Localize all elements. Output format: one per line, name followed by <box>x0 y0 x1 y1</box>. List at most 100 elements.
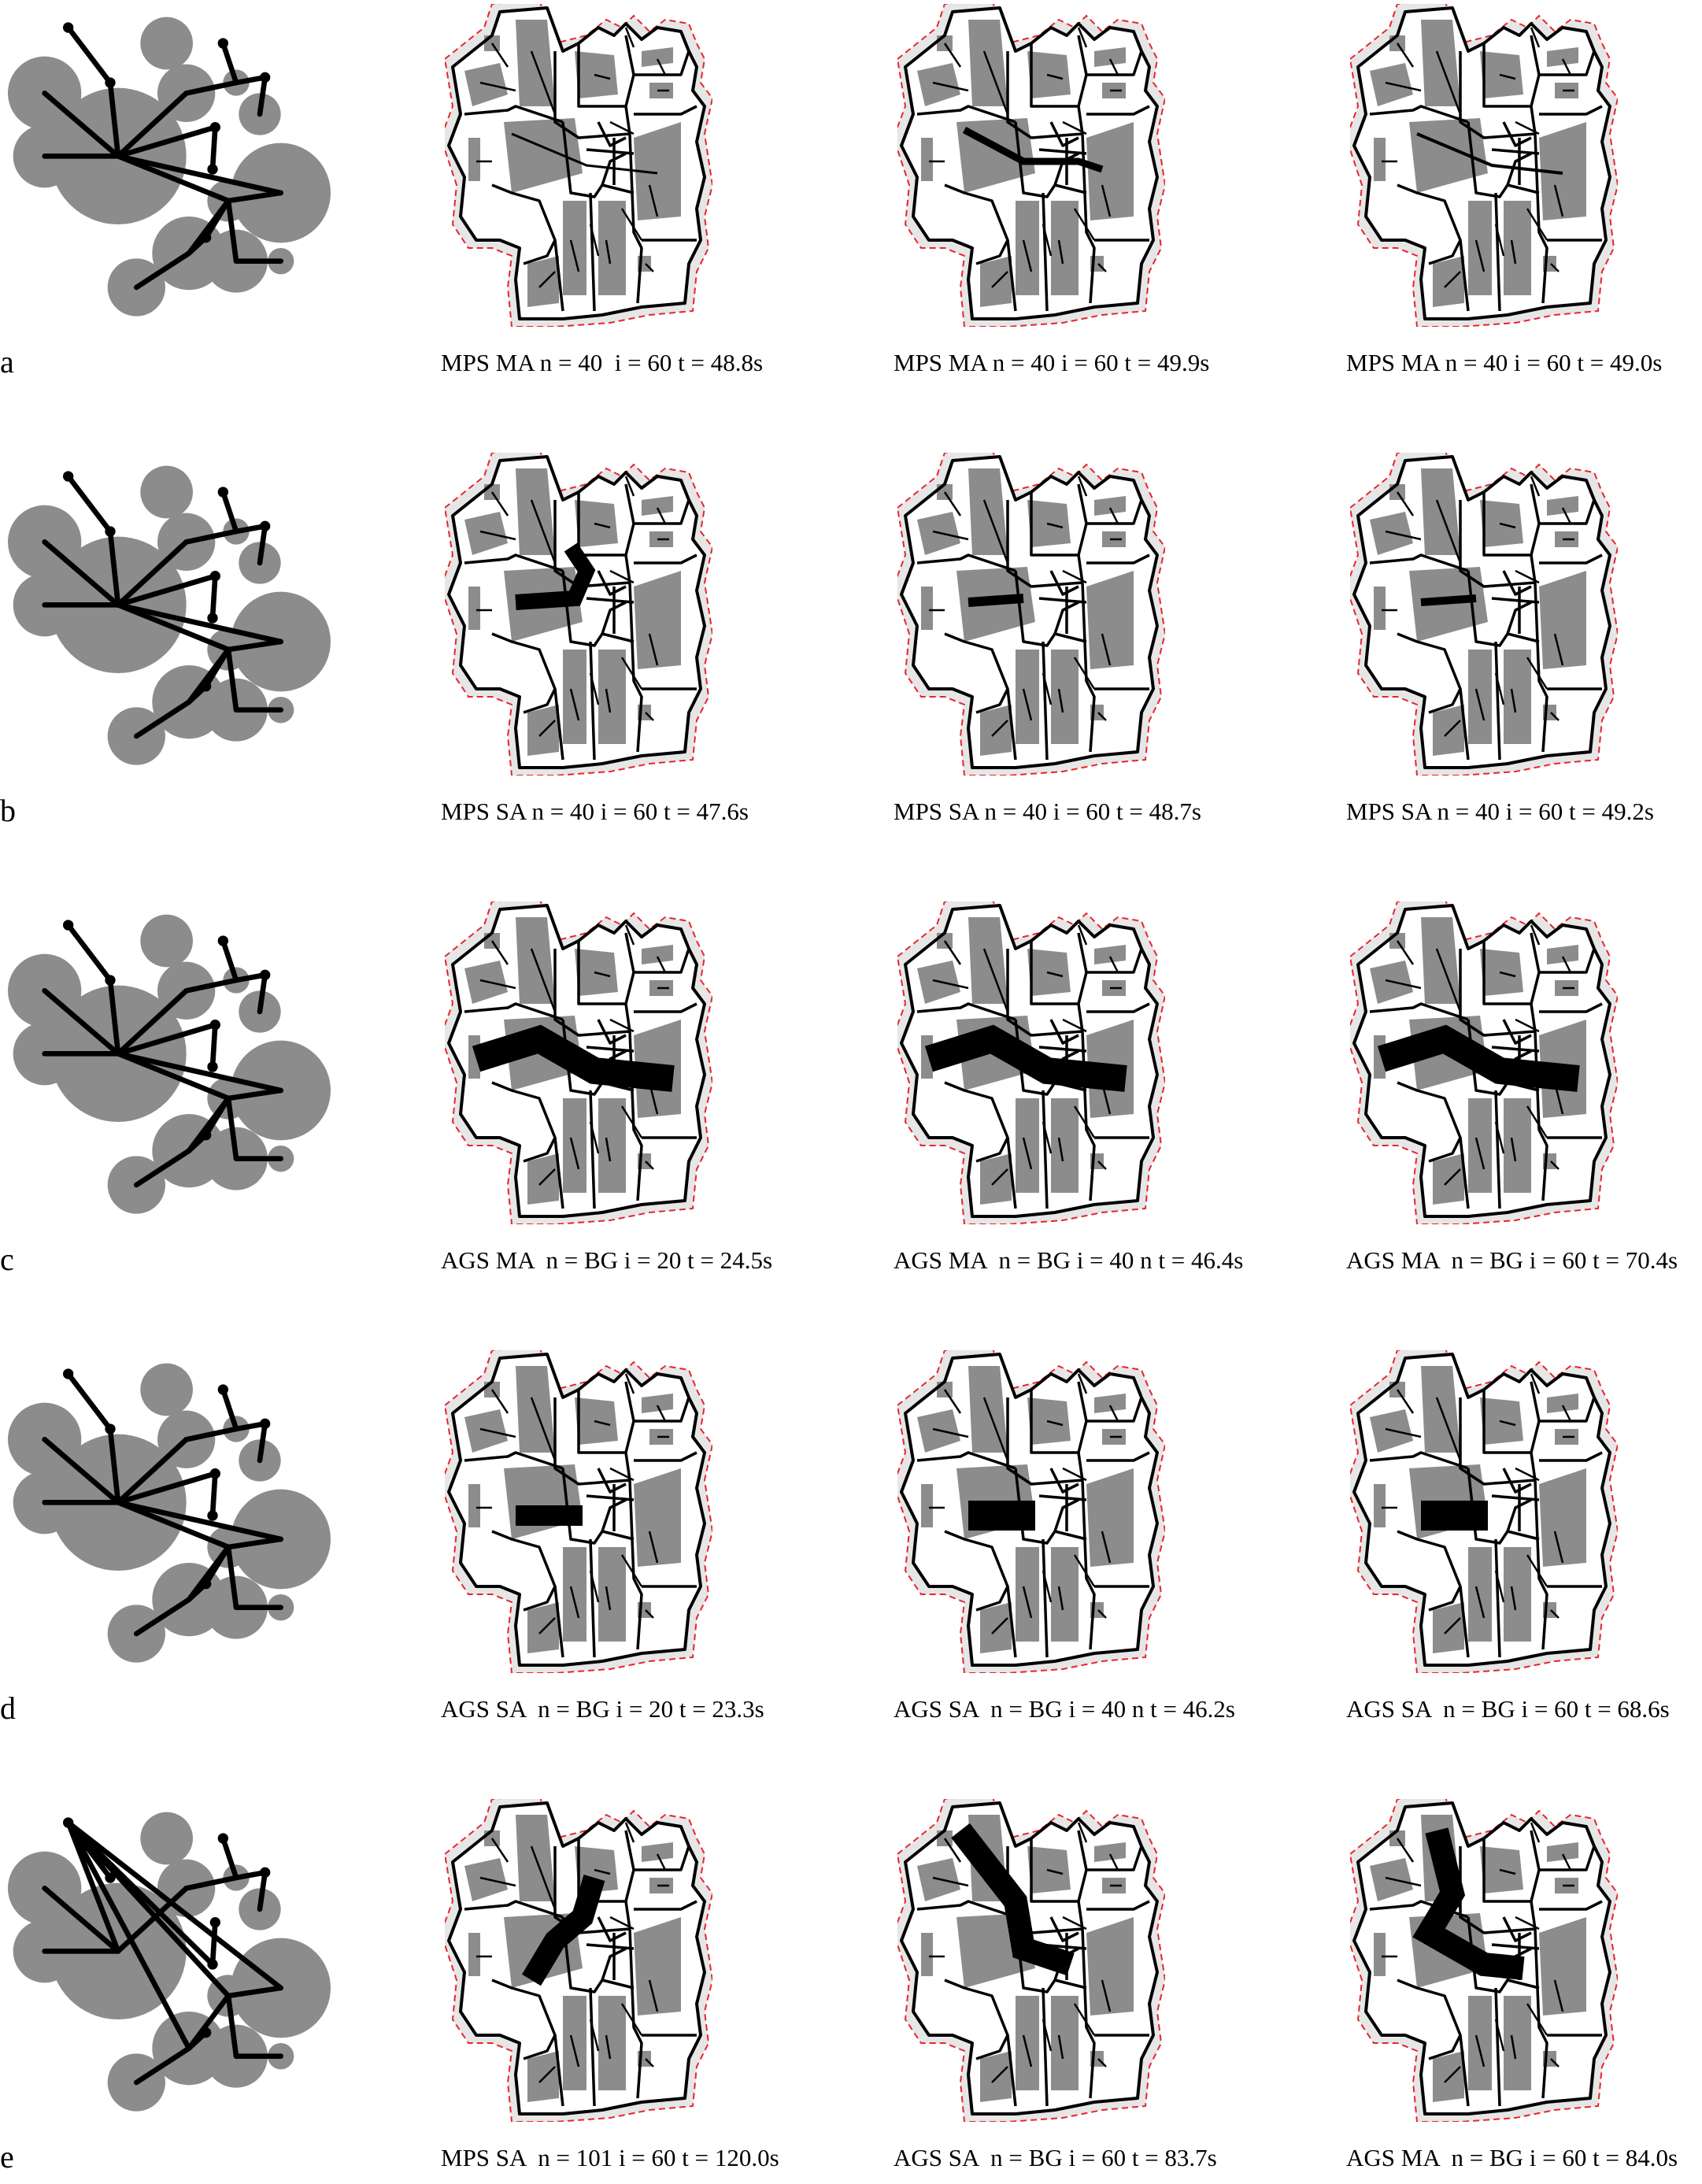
node-link-graph <box>8 914 331 1214</box>
cell-boundary-12 <box>1502 1916 1532 1942</box>
flow-branch-3 <box>1499 1420 1516 1427</box>
cell-boundary-6 <box>1042 1538 1049 1658</box>
cell-boundary-7 <box>1006 1586 1017 1658</box>
map-panel-a-2 <box>897 4 1165 327</box>
region-8 <box>980 1602 1012 1653</box>
flow-branch-9 <box>1108 956 1119 973</box>
region-7 <box>634 122 681 220</box>
cell-boundary-2 <box>1397 1979 1462 2060</box>
region-2 <box>468 138 480 181</box>
cell-boundary-12 <box>597 1916 627 1942</box>
panel-caption: AGS MA n = BG i = 60 t = 84.0s <box>1346 2144 1678 2171</box>
graph-leaf-0 <box>63 471 74 482</box>
region-9 <box>642 945 673 964</box>
row-label-e: e <box>0 2139 14 2175</box>
flow-branch-4 <box>1062 1467 1087 1482</box>
flow-branch-1 <box>479 81 516 92</box>
region-9 <box>1547 496 1578 516</box>
flow-branch-9 <box>656 58 667 76</box>
cell-boundary-5 <box>1530 105 1537 135</box>
node-link-graph <box>8 17 331 316</box>
flow-branch-9 <box>1108 507 1119 524</box>
flow-branch-3 <box>1499 73 1516 80</box>
cell-boundary-10 <box>1086 105 1150 116</box>
network-map <box>445 1799 712 2122</box>
flow-branch-8 <box>1444 720 1461 737</box>
flow-branch-15 <box>1396 940 1415 965</box>
flow-branch-5 <box>1022 688 1033 721</box>
graph-edge-5 <box>65 1819 216 1967</box>
map-panel-e-3 <box>1350 1799 1618 2122</box>
flow-branch-7 <box>1553 1979 1564 2012</box>
flow-branch-8 <box>991 271 1008 288</box>
region-9 <box>1547 945 1578 964</box>
region-6 <box>1504 201 1531 295</box>
cell-boundary-10 <box>1086 1900 1150 1911</box>
flow-branch-15 <box>1396 491 1415 516</box>
graph-leaf-12 <box>207 1510 218 1521</box>
node-link-graph <box>8 465 331 765</box>
cell-boundary-14 <box>1038 1046 1087 1053</box>
graph-edge-4 <box>115 539 190 608</box>
flow-branch-6 <box>1057 1137 1064 1162</box>
flow-branch-3 <box>1499 1868 1516 1875</box>
map-panel-e-1 <box>445 1799 712 2122</box>
region-9 <box>642 1394 673 1413</box>
flow-branch-13 <box>1494 1570 1505 1603</box>
cell-boundary-14 <box>586 1494 635 1501</box>
flow-branch-5 <box>569 1137 580 1170</box>
flow-branch-12 <box>1073 1554 1096 1587</box>
cell-boundary-8 <box>601 152 627 186</box>
region-2 <box>1374 1484 1386 1527</box>
region-8 <box>1433 705 1464 756</box>
flow-branch-9 <box>1108 58 1119 76</box>
graph-leaf-12 <box>207 613 218 624</box>
flow-branch-5 <box>1474 688 1486 721</box>
cell-boundary-14 <box>586 1046 635 1053</box>
region-5 <box>1016 1098 1039 1193</box>
cell-boundary-14 <box>586 597 635 604</box>
panel-caption: AGS SA n = BG i = 40 n t = 46.2s <box>894 1695 1235 1723</box>
region-5 <box>1016 650 1039 744</box>
cell-boundary-3 <box>561 121 635 198</box>
flow-branch-4 <box>609 120 635 135</box>
flow-branch-13 <box>589 224 600 257</box>
cell-boundary-6 <box>589 1090 596 1209</box>
row-label-b: b <box>0 793 16 828</box>
flow-branch-5 <box>569 1586 580 1619</box>
cell-boundary-9 <box>634 499 690 525</box>
region-2 <box>921 1484 933 1527</box>
dashed-boundary <box>897 1350 1165 1673</box>
map-panel-c-1 <box>445 901 712 1224</box>
flow-branch-3 <box>594 522 611 529</box>
cell-boundary-7 <box>1006 688 1017 761</box>
cell-boundary-2 <box>1397 1530 1462 1612</box>
cell-boundary-2 <box>491 183 557 265</box>
cell-boundary-10 <box>634 1900 697 1911</box>
flow-branch-14 <box>1077 476 1088 497</box>
flow-branch-8 <box>538 2066 556 2083</box>
flow-branch-3 <box>594 1420 611 1427</box>
flow-branch-13 <box>1494 224 1505 257</box>
graph-leaf-11 <box>209 571 220 582</box>
cell-boundary-1 <box>1369 553 1469 572</box>
main-flow-trunk <box>1420 594 1477 606</box>
network-map <box>1350 901 1618 1224</box>
flow-branch-12 <box>620 1105 643 1138</box>
cell-boundary-6 <box>589 1538 596 1658</box>
cell-boundary-12 <box>1502 121 1532 147</box>
region-7 <box>1539 1468 1586 1567</box>
region-6 <box>598 1996 626 2090</box>
flow-branch-7 <box>1101 184 1112 217</box>
region-6 <box>1504 1996 1531 2090</box>
cell-boundary-2 <box>1397 183 1462 265</box>
region-9 <box>1094 945 1126 964</box>
graph-edge-10 <box>209 573 218 621</box>
flow-branch-13 <box>589 1121 600 1154</box>
flow-branch-14 <box>1077 1373 1088 1394</box>
graph-edge-0 <box>65 922 113 983</box>
cell-boundary-1 <box>464 553 564 572</box>
flow-branch-6 <box>1510 688 1517 713</box>
graph-leaf-8 <box>217 1833 228 1844</box>
cell-boundary-9 <box>1539 1845 1596 1871</box>
